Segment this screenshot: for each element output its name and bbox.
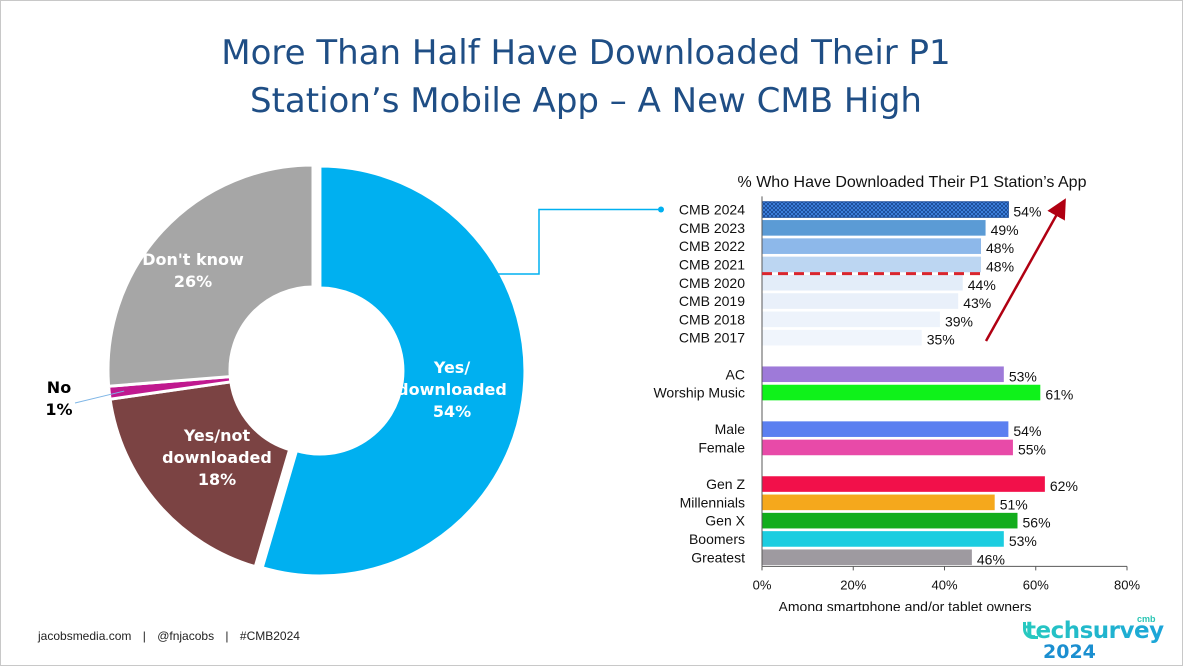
bar-value-label: 55% — [1018, 441, 1046, 457]
logo-superscript: cmb — [1137, 614, 1156, 624]
bar — [762, 549, 972, 566]
bar — [762, 293, 959, 309]
bar-value-label: 56% — [1023, 515, 1051, 531]
bar — [762, 256, 981, 273]
bar-category-label: Gen X — [705, 513, 745, 529]
bar — [762, 384, 1041, 401]
bar-chart: % Who Have Downloaded Their P1 Station’s… — [653, 174, 1140, 611]
bar — [762, 512, 1018, 529]
bar-category-label: Millennials — [680, 494, 745, 510]
bar — [762, 311, 940, 328]
bar — [762, 220, 986, 236]
chart-canvas: Yes/downloaded 54% Yes/not downloaded 18% No 1… — [45, 163, 1140, 611]
connector-line — [494, 208, 661, 275]
bar-value-label: 48% — [986, 258, 1014, 274]
bar-value-label: 39% — [945, 313, 973, 329]
bar — [762, 531, 1004, 547]
x-tick-label: 40% — [931, 577, 957, 592]
donut-label-line: Yes/not — [183, 426, 251, 445]
bar-value-label: 54% — [1013, 423, 1041, 439]
footer-separator: | — [142, 629, 146, 643]
trend-arrow — [984, 198, 1066, 342]
donut-label-line: 1% — [45, 400, 72, 419]
bar-value-label: 43% — [963, 295, 991, 311]
logo-year: 2024 — [1043, 641, 1096, 663]
bar-category-label: CMB 2017 — [679, 330, 745, 346]
title-line-2: Station’s Mobile App – A New CMB High — [250, 81, 922, 121]
bar-value-label: 35% — [927, 332, 955, 348]
bar — [762, 421, 1009, 437]
footer-separator: | — [225, 629, 229, 643]
footer-site: jacobsmedia.com — [38, 629, 132, 643]
donut-slice-label: No 1% — [45, 378, 72, 419]
leader-line — [74, 390, 125, 404]
donut-label-line: 54% — [433, 402, 471, 421]
bar — [762, 476, 1045, 492]
bar-category-label: Male — [715, 421, 746, 437]
callout-connector — [494, 206, 664, 275]
bar-category-label: CMB 2019 — [679, 293, 745, 309]
bar — [761, 201, 1009, 218]
bar-category-label: CMB 2022 — [679, 238, 745, 254]
bar-value-label: 44% — [968, 277, 996, 293]
bar — [762, 274, 963, 291]
bar-category-label: CMB 2021 — [679, 256, 745, 272]
bar-category-label: AC — [726, 366, 745, 382]
bar-value-label: 62% — [1050, 478, 1078, 494]
footer: jacobsmedia.com | @fnjacobs | #CMB2024 — [38, 629, 300, 643]
bar-value-label: 49% — [991, 222, 1019, 238]
bar-category-label: Gen Z — [706, 476, 745, 492]
bar-category-label: CMB 2018 — [679, 311, 745, 327]
bar-value-label: 46% — [977, 551, 1005, 567]
x-tick-label: 20% — [840, 577, 866, 592]
bar-category-label: CMB 2024 — [679, 202, 745, 218]
footer-handle: @fnjacobs — [157, 629, 215, 643]
x-tick-label: 0% — [753, 577, 772, 592]
bar — [762, 494, 995, 511]
bar — [762, 329, 922, 346]
swoosh-icon — [1023, 622, 1038, 639]
techsurvey-logo: cmb techsurvey 2024 — [1023, 614, 1173, 663]
bar-value-label: 61% — [1045, 387, 1073, 403]
footer-hashtag: #CMB2024 — [239, 629, 300, 643]
bar — [762, 439, 1013, 456]
bar — [762, 366, 1004, 383]
bar-category-label: Greatest — [691, 549, 745, 565]
x-tick-label: 80% — [1114, 577, 1140, 592]
x-axis-label: Among smartphone and/or tablet owners — [779, 598, 1032, 611]
donut-label-line: 26% — [174, 272, 212, 291]
title-line-1: More Than Half Have Downloaded Their P1 — [221, 33, 951, 73]
donut-slice-label: Don't know 26% — [142, 250, 244, 291]
donut-label-line: downloaded — [397, 380, 507, 399]
bar-category-label: CMB 2020 — [679, 275, 745, 291]
donut-slice — [106, 163, 315, 388]
logo-name: techsurvey — [1025, 618, 1164, 644]
donut-label-line: No — [47, 378, 71, 397]
donut-slice — [260, 164, 527, 578]
bar-value-label: 53% — [1009, 533, 1037, 549]
donut-slice — [108, 380, 292, 569]
donut-label-line: Yes/ — [433, 358, 470, 377]
connector-dot — [658, 206, 664, 213]
x-tick-label: 60% — [1023, 577, 1049, 592]
donut-label-line: 18% — [198, 470, 236, 489]
donut-slice-label: Yes/not downloaded 18% — [162, 426, 272, 489]
bar-category-label: Boomers — [689, 531, 745, 547]
bar-category-label: Worship Music — [653, 385, 745, 401]
bar-value-label: 48% — [986, 240, 1014, 256]
bar-chart-title: % Who Have Downloaded Their P1 Station’s… — [738, 174, 1087, 191]
bar-value-label: 53% — [1009, 368, 1037, 384]
donut-slice-label: Yes/downloaded 54% — [397, 358, 507, 421]
bar-value-label: 51% — [1000, 496, 1028, 512]
bar-category-label: CMB 2023 — [679, 220, 745, 236]
bar — [762, 238, 981, 254]
page-title: More Than Half Have Downloaded Their P1 … — [1, 29, 1171, 125]
donut-chart: Yes/downloaded 54% Yes/not downloaded 18% No 1… — [45, 163, 527, 578]
donut-label-line: Don't know — [142, 250, 244, 269]
donut-label-line: downloaded — [162, 448, 272, 467]
bar-value-label: 54% — [1013, 204, 1041, 220]
bar-category-label: Female — [698, 439, 745, 455]
